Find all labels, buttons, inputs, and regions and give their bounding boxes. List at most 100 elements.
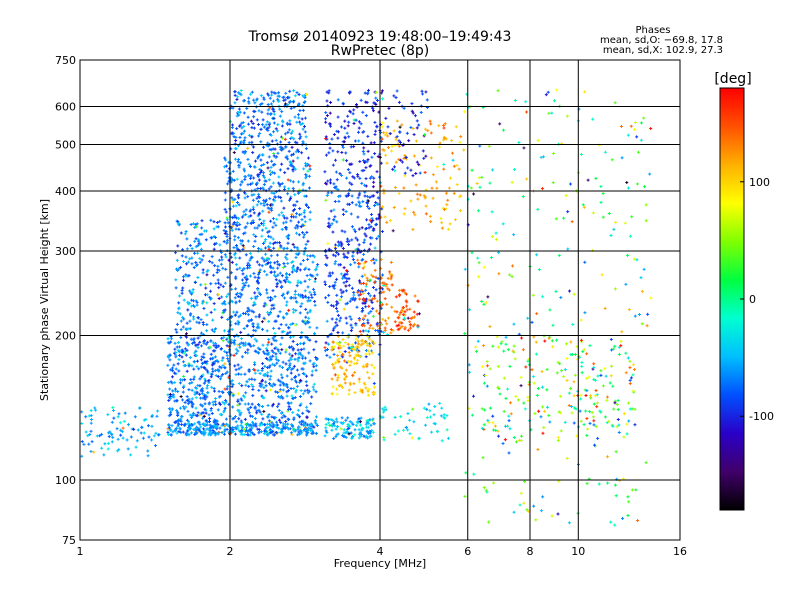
data-point (196, 251, 200, 255)
data-point (202, 381, 206, 385)
data-point (204, 342, 208, 346)
data-point (272, 221, 276, 225)
data-point (249, 296, 253, 300)
data-point (389, 260, 393, 264)
data-point (341, 212, 345, 216)
data-point (513, 99, 517, 103)
data-point (293, 115, 297, 119)
data-point (337, 263, 341, 267)
data-point (184, 262, 188, 266)
data-point (345, 131, 349, 135)
data-point (120, 430, 124, 434)
data-point (339, 316, 343, 320)
data-point (408, 323, 412, 327)
data-point (336, 115, 340, 119)
data-point (249, 221, 253, 225)
data-point (277, 175, 281, 179)
data-point (546, 405, 550, 409)
data-point (166, 432, 170, 436)
data-point (314, 340, 318, 344)
data-point (543, 409, 547, 413)
data-point (233, 234, 237, 238)
data-point (352, 290, 356, 294)
data-point (242, 326, 246, 330)
data-point (588, 344, 592, 348)
data-point (205, 301, 209, 305)
data-point (216, 408, 220, 412)
data-point (296, 156, 300, 160)
data-point (204, 360, 208, 364)
data-point (314, 364, 318, 368)
data-point (305, 374, 309, 378)
data-point (534, 340, 538, 344)
data-point (333, 280, 337, 284)
data-point (263, 423, 267, 427)
data-point (233, 313, 237, 317)
data-point (179, 231, 183, 235)
data-point (205, 329, 209, 333)
data-point (386, 125, 390, 129)
data-point (624, 371, 628, 375)
data-point (244, 281, 248, 285)
data-point (267, 425, 271, 429)
data-point (192, 305, 196, 309)
data-point (185, 237, 189, 241)
data-point (541, 431, 545, 435)
data-point (312, 388, 316, 392)
data-point (265, 329, 269, 333)
data-point (526, 398, 530, 402)
data-point (440, 406, 444, 410)
data-point (194, 396, 198, 400)
data-point (326, 242, 330, 246)
data-point (506, 348, 510, 352)
data-point (415, 192, 419, 196)
data-point (346, 124, 350, 128)
data-point (222, 310, 226, 314)
data-point (214, 368, 218, 372)
data-point (339, 288, 343, 292)
data-point (269, 112, 273, 116)
data-point (374, 258, 378, 262)
data-point (370, 155, 374, 159)
data-point (445, 414, 449, 418)
data-point (267, 340, 271, 344)
data-point (108, 430, 112, 434)
data-point (247, 173, 251, 177)
data-point (284, 362, 288, 366)
y-tick-label: 600 (55, 101, 76, 114)
data-point (245, 426, 249, 430)
data-point (224, 210, 228, 214)
data-point (504, 424, 508, 428)
data-point (475, 349, 479, 353)
data-point (266, 112, 270, 116)
data-point (231, 405, 235, 409)
data-point (291, 410, 295, 414)
data-point (357, 126, 361, 130)
data-point (374, 217, 378, 221)
data-point (519, 439, 523, 443)
data-point (246, 221, 250, 225)
data-point (579, 338, 583, 342)
data-point (400, 123, 404, 127)
data-point (107, 435, 111, 439)
data-point (252, 233, 256, 237)
data-point (206, 391, 210, 395)
data-point (186, 300, 190, 304)
data-point (307, 351, 311, 355)
data-point (354, 337, 358, 341)
data-point (185, 247, 189, 251)
data-point (260, 412, 264, 416)
data-point (116, 415, 120, 419)
data-point (170, 424, 174, 428)
data-point (216, 268, 220, 272)
data-point (637, 313, 641, 317)
data-point (168, 387, 172, 391)
data-point (177, 306, 181, 310)
data-point (271, 217, 275, 221)
stats-heading: Phases (635, 25, 670, 36)
data-point (601, 384, 605, 388)
data-point (354, 341, 358, 345)
data-point (266, 371, 270, 375)
data-point (455, 183, 459, 187)
data-point (244, 253, 248, 257)
